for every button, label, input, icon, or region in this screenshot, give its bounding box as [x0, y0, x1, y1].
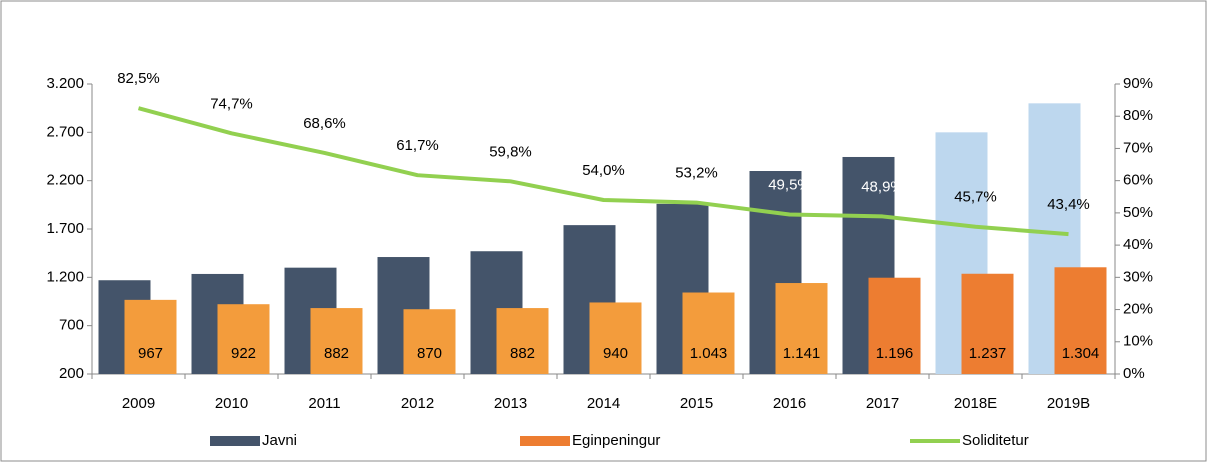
bar — [403, 309, 456, 374]
bar-value-label: 940 — [603, 345, 628, 362]
x-tick-label: 2018E — [954, 395, 997, 412]
y-tick-label: 200 — [59, 365, 84, 382]
y2-tick-label: 90% — [1123, 75, 1153, 92]
y-tick-label: 3.200 — [46, 75, 84, 92]
y2-tick-label: 40% — [1123, 236, 1153, 253]
y-tick-label: 2.200 — [46, 172, 84, 189]
line-value-label: 82,5% — [117, 70, 160, 87]
y-tick-label: 700 — [59, 317, 84, 334]
bar — [682, 292, 735, 374]
y2-tick-label: 30% — [1123, 268, 1153, 285]
legend-swatch — [210, 436, 260, 446]
y2-tick-label: 0% — [1123, 365, 1145, 382]
bar — [1054, 267, 1107, 374]
line-value-label: 45,7% — [954, 189, 997, 206]
legend-swatch — [520, 436, 570, 446]
x-tick-label: 2009 — [122, 395, 155, 412]
x-tick-label: 2014 — [587, 395, 620, 412]
legend-label: Soliditetur — [962, 432, 1029, 449]
bar-value-label: 1.043 — [690, 345, 728, 362]
line-value-label: 59,8% — [489, 143, 532, 160]
y2-tick-label: 80% — [1123, 107, 1153, 124]
y2-tick-label: 50% — [1123, 204, 1153, 221]
y2-tick-label: 20% — [1123, 301, 1153, 318]
y-tick-label: 1.200 — [46, 268, 84, 285]
bar-value-label: 882 — [324, 345, 349, 362]
line — [137, 106, 1069, 237]
y-tick-label: 2.700 — [46, 123, 84, 140]
line-value-label: 53,2% — [675, 165, 718, 182]
bar-value-label: 922 — [231, 345, 256, 362]
bar-value-label: 967 — [138, 345, 163, 362]
x-tick-label: 2017 — [866, 395, 899, 412]
x-tick-label: 2013 — [494, 395, 527, 412]
bar-value-label: 1.304 — [1062, 345, 1100, 362]
line-value-label: 74,7% — [210, 95, 253, 112]
bar-value-label: 1.196 — [876, 345, 914, 362]
bar — [124, 299, 177, 374]
x-tick-label: 2019B — [1047, 395, 1090, 412]
bar-value-label: 1.141 — [783, 345, 821, 362]
y2-tick-label: 70% — [1123, 139, 1153, 156]
line-value-label: 68,6% — [303, 115, 346, 132]
bar-value-label: 1.237 — [969, 345, 1007, 362]
bar — [961, 273, 1014, 374]
y2-tick-label: 60% — [1123, 172, 1153, 189]
line-value-label: 43,4% — [1047, 196, 1090, 213]
bar — [775, 283, 828, 374]
legend-label: Eginpeningur — [572, 432, 660, 449]
y-tick-label: 1.700 — [46, 220, 84, 237]
bar — [310, 308, 363, 374]
line-value-label: 54,0% — [582, 162, 625, 179]
x-tick-label: 2011 — [308, 395, 340, 412]
bar — [589, 302, 642, 374]
bar — [496, 308, 549, 374]
line-value-label: 49,5% — [768, 176, 811, 193]
legend-label: Javni — [262, 432, 297, 449]
y2-tick-label: 10% — [1123, 333, 1153, 350]
bar — [217, 304, 270, 374]
line-value-label: 48,9% — [861, 178, 904, 195]
bar-value-label: 882 — [510, 345, 535, 362]
bar-value-label: 870 — [417, 345, 442, 362]
line-value-label: 61,7% — [396, 137, 439, 154]
bar — [868, 277, 921, 374]
x-tick-label: 2012 — [401, 395, 434, 412]
x-tick-label: 2015 — [680, 395, 713, 412]
x-tick-label: 2010 — [215, 395, 248, 412]
x-tick-label: 2016 — [773, 395, 806, 412]
